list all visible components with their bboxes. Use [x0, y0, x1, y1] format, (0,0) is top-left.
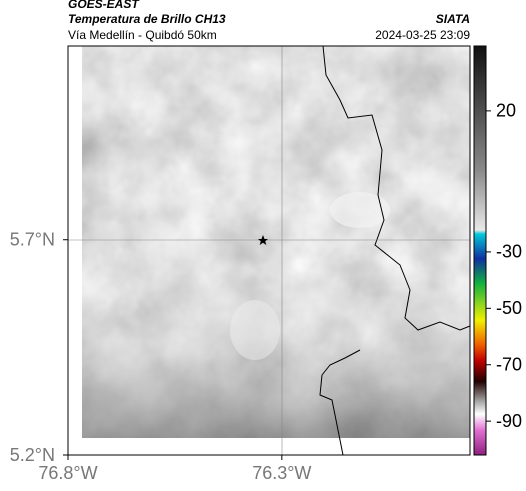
image-shade [82, 46, 470, 438]
map-frame [67, 45, 471, 456]
colorbar-tick-label: -30 [496, 242, 522, 262]
colorbar-tick-label: -70 [496, 354, 522, 374]
y-tick-label: 5.2°N [10, 445, 55, 465]
station-marker [258, 235, 268, 245]
source: SIATA [436, 12, 470, 26]
border [319, 45, 471, 456]
cloud [330, 192, 390, 228]
subtitle: Temperatura de Brillo CH13 [68, 12, 226, 26]
title: GOES-EAST [68, 0, 140, 11]
cloud [230, 300, 280, 360]
colorbar [473, 45, 487, 456]
colorbar-tick-label: -50 [496, 298, 522, 318]
y-tick-label: 5.7°N [10, 229, 55, 249]
x-tick-label: 76.8°W [38, 463, 97, 483]
location: Vía Medellín - Quibdó 50km [68, 28, 217, 42]
x-tick-label: 76.3°W [252, 463, 311, 483]
colorbar-tick-label: 20 [496, 101, 516, 121]
timestamp: 2024-03-25 23:09 [375, 28, 470, 42]
colorbar-tick-label: -90 [496, 411, 522, 431]
